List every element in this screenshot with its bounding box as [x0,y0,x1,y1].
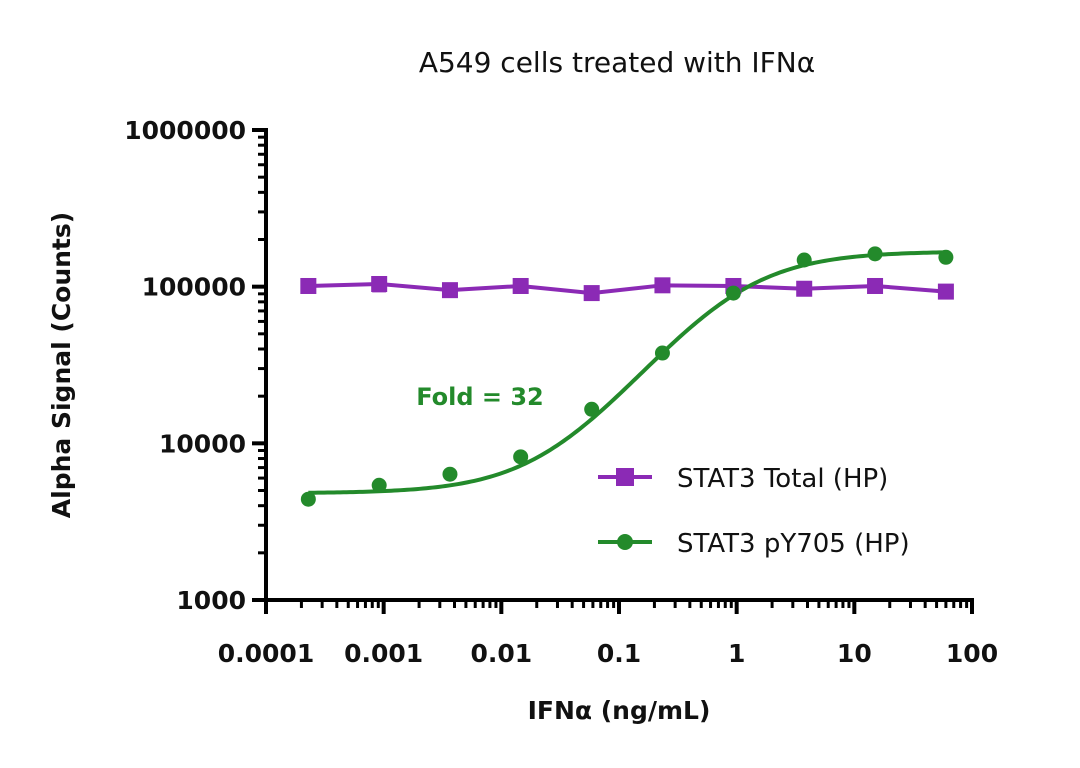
legend-item-py705: STAT3 pY705 (HP) [598,529,910,559]
legend-label: STAT3 pY705 (HP) [677,529,910,559]
data-point-py705 [654,345,670,361]
series-total-line [308,281,947,296]
fold-annotation: Fold = 32 [416,383,544,411]
x-tick-label: 0.0001 [218,639,314,668]
data-point-total [796,280,813,297]
x-tick-label: 0.01 [470,639,532,668]
data-point-py705 [796,252,812,268]
y-tick-label: 100000 [142,273,246,302]
axes: 1000 10000 100000 1000000 0.0001 0.001 0.01 0.1… [124,116,998,668]
chart-title: A549 cells treated with IFNα [419,46,815,79]
data-point-total [654,277,671,294]
x-tick-label: 1 [728,639,745,668]
data-point-py705 [371,477,387,493]
data-point-py705 [938,249,954,265]
x-tick-label: 0.001 [344,639,423,668]
data-point-total [867,277,884,294]
data-point-py705 [513,449,529,465]
data-point-total [512,277,529,294]
y-tick-label: 1000000 [124,116,246,145]
legend-label: STAT3 Total (HP) [677,464,888,494]
data-point-total [937,283,954,300]
data-point-total [583,285,600,302]
y-tick-label: 10000 [159,429,246,458]
y-tick-label: 1000 [176,586,246,615]
data-point-total [441,282,458,299]
data-point-py705 [442,466,458,482]
x-tick-label: 100 [946,639,998,668]
data-point-py705 [867,246,883,262]
series-py705-fit-curve [308,250,946,495]
y-axis-label: Alpha Signal (Counts) [47,212,76,518]
data-point-total [371,275,388,292]
plot-area [300,246,954,507]
x-tick-label: 0.1 [597,639,641,668]
legend-item-total: STAT3 Total (HP) [598,464,888,494]
x-axis-label: IFNα (ng/mL) [528,696,711,725]
legend: STAT3 Total (HP) STAT3 pY705 (HP) [598,464,910,559]
data-point-py705 [725,285,741,301]
data-point-total [300,277,317,294]
x-tick-label: 10 [837,639,872,668]
data-point-py705 [300,491,316,507]
data-point-py705 [584,401,600,417]
